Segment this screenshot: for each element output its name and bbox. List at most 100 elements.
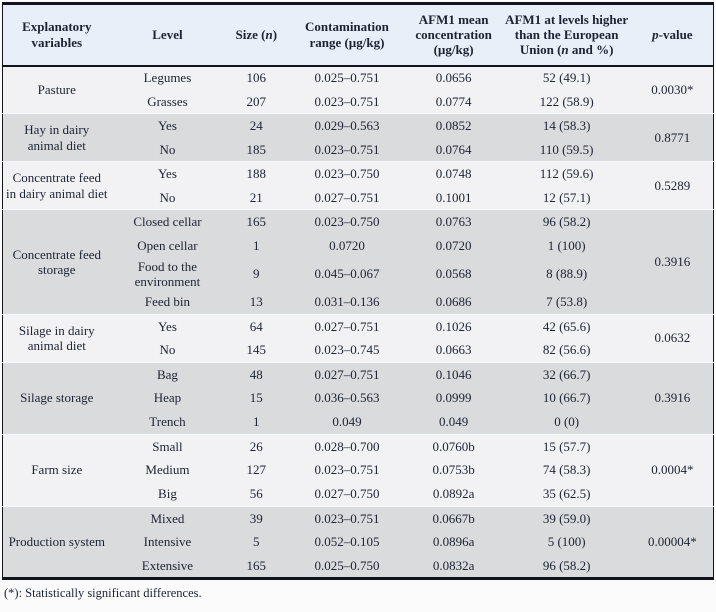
contamination-range-cell: 0.036–0.563 [288, 386, 406, 411]
level-cell: Big [110, 482, 225, 507]
afm1-mean-cell: 0.0656 [405, 65, 502, 90]
contamination-range-cell: 0.052–0.105 [288, 530, 406, 555]
table-row: No 145 0.023–0.745 0.0663 82 (56.6) [3, 338, 714, 363]
table-row: Intensive 5 0.052–0.105 0.0896a 5 (100) [3, 530, 714, 555]
header-row: Explanatory variables Level Size (n) Con… [2, 3, 714, 67]
p-value-cell: 0.3916 [631, 209, 714, 315]
table-row: No 21 0.027–0.751 0.1001 12 (57.1) [3, 185, 714, 210]
size-cell: 21 [224, 185, 289, 210]
level-cell: Yes [110, 313, 225, 339]
column-header-contamination-range: Contamination range (µg/kg) [288, 3, 406, 67]
table-row: No 185 0.023–0.751 0.0764 110 (59.5) [3, 137, 714, 162]
afm1-mean-cell: 0.0892a [405, 482, 502, 507]
contamination-range-cell: 0.023–0.751 [288, 89, 406, 114]
contamination-range-cell: 0.027–0.751 [288, 313, 406, 339]
afm1-mean-cell: 0.0667b [405, 505, 502, 531]
table-row: Extensive 165 0.025–0.750 0.0832a 96 (58.2) [3, 554, 714, 579]
table-row: Silage in dairy animal diet Yes 64 0.027–0.… [2, 313, 714, 363]
variable-cell: Farm size [2, 433, 111, 507]
size-cell: 1 [224, 233, 289, 258]
p-value-cell: 0.00004* [631, 505, 714, 579]
level-cell: Bag [110, 361, 225, 387]
level-cell: Yes [110, 113, 225, 138]
size-cell: 188 [224, 161, 289, 186]
level-cell: Medium [110, 458, 225, 483]
variable-cell: Production system [2, 505, 111, 579]
table-row: Production system Mixed 39 0.023–0.751 0.066… [2, 505, 714, 579]
size-cell: 165 [224, 209, 289, 234]
contamination-range-cell: 0.031–0.136 [288, 290, 406, 315]
table-row: Pasture Legumes 106 0.025–0.751 0.0656 52 (49… [2, 65, 714, 114]
level-cell: Grasses [110, 89, 225, 114]
size-cell: 185 [224, 137, 289, 162]
column-header-afm1-above-eu: AFM1 at levels higher than the European … [501, 3, 632, 67]
afm1-mean-cell: 0.0686 [405, 290, 502, 315]
contamination-range-cell: 0.027–0.751 [288, 361, 406, 387]
p-value-cell: 0.3916 [631, 361, 714, 435]
contamination-range-cell: 0.023–0.751 [288, 505, 406, 531]
size-cell: 1 [224, 410, 289, 435]
afm1-above-eu-cell: 82 (56.6) [501, 338, 632, 363]
contamination-range-cell: 0.023–0.751 [288, 458, 406, 483]
contamination-range-cell: 0.0720 [288, 233, 406, 258]
level-cell: No [110, 338, 225, 363]
variable-group-4: Silage in dairy animal diet Yes 64 0.027–0.… [2, 313, 714, 363]
afm1-mean-cell: 0.0896a [405, 530, 502, 555]
afm1-above-eu-cell: 35 (62.5) [501, 482, 632, 507]
column-header-level: Level [110, 3, 225, 67]
variable-group-2: Concentrate feed in dairy animal diet Yes… [2, 161, 714, 210]
level-cell: Intensive [110, 530, 225, 555]
size-cell: 106 [224, 65, 289, 90]
variable-cell: Silage in dairy animal diet [2, 313, 111, 363]
size-cell: 207 [224, 89, 289, 114]
level-cell: Open cellar [110, 233, 225, 258]
size-cell: 13 [224, 290, 289, 315]
afm1-mean-cell: 0.0999 [405, 386, 502, 411]
contamination-range-cell: 0.027–0.750 [288, 482, 406, 507]
size-cell: 56 [224, 482, 289, 507]
level-cell: Small [110, 433, 225, 459]
p-value-cell: 0.0004* [631, 433, 714, 507]
afm1-mean-cell: 0.0832a [405, 554, 502, 579]
contamination-range-cell: 0.028–0.700 [288, 433, 406, 459]
size-cell: 26 [224, 433, 289, 459]
afm1-above-eu-cell: 1 (100) [501, 233, 632, 258]
afm1-mean-cell: 0.0663 [405, 338, 502, 363]
afm1-above-eu-cell: 15 (57.7) [501, 433, 632, 459]
contamination-range-cell: 0.023–0.750 [288, 209, 406, 234]
afm1-mean-cell: 0.049 [405, 410, 502, 435]
afm1-mean-cell: 0.0774 [405, 89, 502, 114]
table-row: Feed bin 13 0.031–0.136 0.0686 7 (53.8) [3, 290, 714, 315]
size-cell: 64 [224, 313, 289, 339]
afm1-above-eu-cell: 7 (53.8) [501, 290, 632, 315]
table-row: Trench 1 0.049 0.049 0 (0) [3, 410, 714, 435]
contamination-range-cell: 0.045–0.067 [288, 257, 406, 291]
afm1-above-eu-cell: 96 (58.2) [501, 209, 632, 234]
afm1-above-eu-cell: 5 (100) [501, 530, 632, 555]
table-header: Explanatory variables Level Size (n) Con… [2, 3, 714, 67]
afm1-above-eu-cell: 10 (66.7) [501, 386, 632, 411]
afm1-mean-cell: 0.1046 [405, 361, 502, 387]
afm1-mean-cell: 0.0753b [405, 458, 502, 483]
contamination-range-cell: 0.027–0.751 [288, 185, 406, 210]
table-row: Big 56 0.027–0.750 0.0892a 35 (62.5) [3, 482, 714, 507]
afm1-above-eu-cell: 52 (49.1) [501, 65, 632, 90]
afm1-mean-cell: 0.0852 [405, 113, 502, 138]
afm1-mean-cell: 0.0720 [405, 233, 502, 258]
table-row: Medium 127 0.023–0.751 0.0753b 74 (58.3) [3, 458, 714, 483]
level-cell: Trench [110, 410, 225, 435]
variable-cell: Concentrate feed storage [2, 209, 111, 315]
size-cell: 145 [224, 338, 289, 363]
afm1-above-eu-cell: 74 (58.3) [501, 458, 632, 483]
afm1-above-eu-cell: 39 (59.0) [501, 505, 632, 531]
level-cell: No [110, 185, 225, 210]
afm1-mean-cell: 0.0760b [405, 433, 502, 459]
p-value-cell: 0.0030* [631, 65, 714, 114]
table-row: Farm size Small 26 0.028–0.700 0.0760b 15 (57… [2, 433, 714, 507]
column-header-size: Size (n) [224, 3, 289, 67]
variable-cell: Silage storage [2, 361, 111, 435]
level-cell: Mixed [110, 505, 225, 531]
contamination-range-cell: 0.023–0.745 [288, 338, 406, 363]
afm1-above-eu-cell: 12 (57.1) [501, 185, 632, 210]
